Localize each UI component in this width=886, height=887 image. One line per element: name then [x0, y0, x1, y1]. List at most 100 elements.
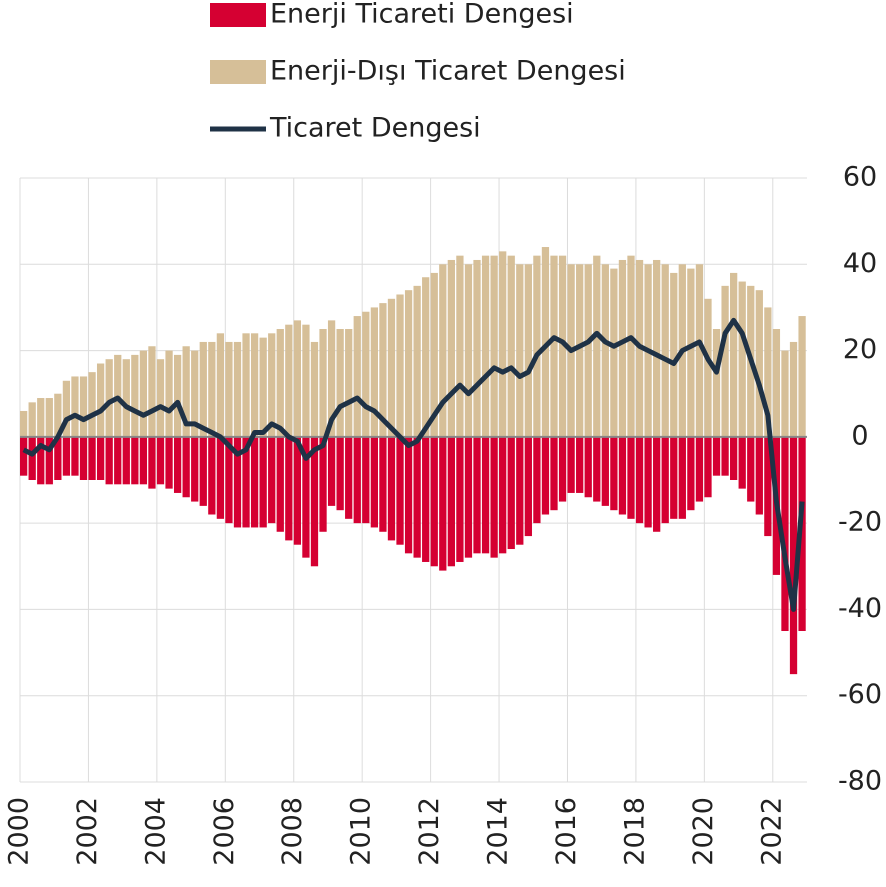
x-tick-label: 2004 — [140, 797, 171, 866]
bar — [695, 264, 704, 437]
bar — [71, 376, 79, 437]
bar — [481, 255, 490, 437]
bar — [191, 436, 199, 502]
bar — [550, 255, 558, 437]
bar — [516, 436, 524, 545]
bar — [54, 393, 62, 437]
bar — [370, 436, 378, 528]
bar — [490, 436, 498, 558]
y-tick-label: 20 — [843, 334, 877, 365]
bar — [148, 436, 156, 489]
bar — [593, 436, 601, 502]
bar — [293, 436, 302, 545]
bar — [88, 372, 96, 437]
bar — [601, 264, 609, 437]
bar — [345, 436, 353, 519]
bar — [456, 436, 464, 562]
bar — [447, 436, 455, 567]
bar — [704, 436, 712, 498]
bar — [601, 436, 609, 506]
bar — [473, 436, 481, 554]
bar — [755, 436, 763, 515]
bar — [387, 298, 396, 437]
bar — [789, 341, 798, 437]
bar — [712, 329, 721, 437]
bar — [653, 436, 661, 532]
x-tick-label: 2022 — [756, 797, 787, 866]
bar — [798, 316, 806, 437]
x-tick-label: 2016 — [551, 797, 582, 866]
bar — [439, 264, 447, 437]
legend-swatch — [210, 3, 266, 27]
bar — [182, 346, 190, 437]
bar — [618, 436, 627, 515]
bar — [516, 264, 524, 437]
bar — [387, 436, 396, 541]
bar — [96, 363, 105, 437]
bar — [738, 436, 746, 489]
bar — [250, 436, 259, 528]
bar — [413, 285, 421, 437]
bar — [302, 324, 310, 437]
bar — [182, 436, 190, 498]
bar — [276, 329, 284, 437]
bar — [789, 436, 798, 675]
bar — [216, 333, 225, 437]
bar — [558, 436, 567, 502]
bar — [721, 285, 729, 437]
bar — [285, 436, 293, 541]
legend-label: Enerji Ticareti Dengesi — [270, 0, 574, 30]
bar — [781, 350, 789, 437]
bar — [122, 436, 130, 485]
bar — [319, 329, 327, 437]
bar — [618, 259, 627, 437]
legend-swatch — [210, 60, 266, 84]
bar — [225, 436, 233, 524]
bar — [464, 264, 473, 437]
bar — [310, 341, 319, 437]
bar — [268, 333, 276, 437]
bar — [447, 259, 455, 437]
bar — [37, 436, 45, 485]
bar — [456, 255, 464, 437]
bar — [105, 436, 113, 485]
bar — [550, 436, 558, 511]
bar — [165, 436, 173, 489]
bar — [114, 436, 122, 485]
bar — [670, 272, 678, 437]
bar — [276, 436, 284, 532]
bar — [653, 259, 661, 437]
bar — [730, 436, 738, 480]
bar — [576, 436, 584, 493]
x-tick-label: 2010 — [346, 797, 377, 866]
bar — [345, 329, 353, 437]
bar — [644, 436, 652, 528]
bar — [430, 436, 438, 567]
bar — [404, 290, 413, 437]
bar — [131, 354, 139, 437]
bar — [199, 341, 207, 437]
bar — [764, 307, 772, 437]
x-tick-label: 2012 — [414, 797, 445, 866]
bar — [353, 436, 361, 524]
bar — [396, 436, 404, 545]
bar — [524, 264, 532, 437]
bar — [319, 436, 327, 532]
bar — [738, 281, 746, 437]
bar — [122, 359, 130, 437]
y-tick-label: 0 — [851, 420, 868, 451]
bar — [199, 436, 207, 506]
bar — [558, 255, 567, 437]
bar — [661, 264, 669, 437]
bar — [593, 255, 601, 437]
bar — [413, 436, 421, 558]
bar — [71, 436, 79, 476]
bar — [473, 259, 481, 437]
bar — [208, 436, 216, 515]
bar — [28, 402, 36, 437]
bar — [490, 255, 498, 437]
bar — [567, 436, 575, 493]
bar — [610, 268, 618, 437]
bar — [79, 376, 88, 437]
bar — [62, 436, 71, 476]
